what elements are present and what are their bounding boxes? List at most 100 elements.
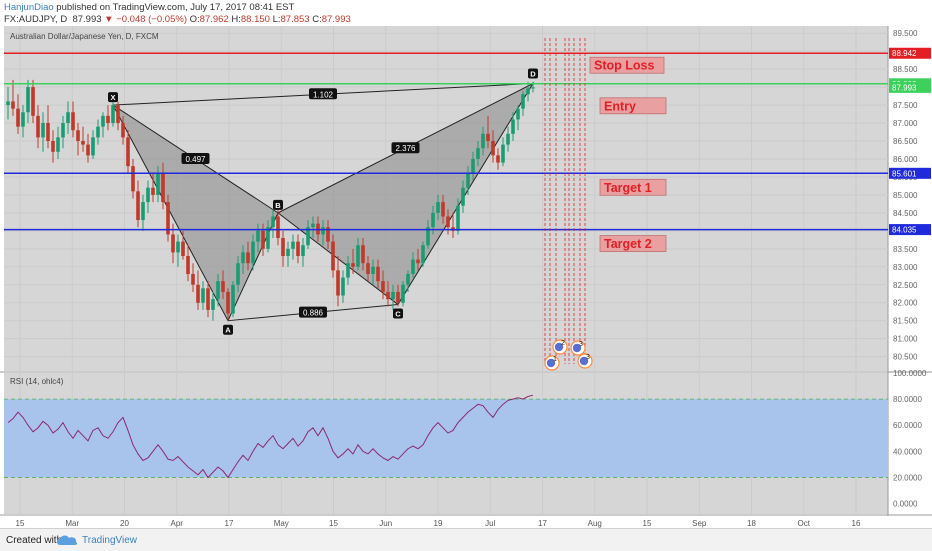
candle-body — [146, 187, 150, 203]
candle-body — [176, 241, 180, 253]
candle-body — [41, 123, 45, 138]
candle-body — [46, 123, 50, 141]
y-tick-label: 84.500 — [893, 209, 918, 218]
candle-body — [256, 230, 260, 242]
candle-body — [516, 108, 520, 120]
pattern-point-box — [108, 92, 118, 103]
event-icon-flag — [579, 356, 589, 366]
candle-body — [281, 238, 285, 256]
y-tick-label: 83.500 — [893, 245, 918, 254]
y-tick-label: 89.500 — [893, 29, 918, 38]
ratio-box — [309, 88, 337, 100]
candle-body — [156, 173, 160, 195]
candle-body — [26, 87, 30, 113]
event-icon-count: 3 — [579, 341, 583, 348]
rsi-y-tick-label: 80.0000 — [893, 395, 922, 404]
l-label: L: — [272, 14, 281, 25]
candle-body — [191, 273, 195, 285]
tradingview-cloud-icon — [57, 535, 78, 545]
candle-body — [211, 299, 215, 310]
candle-body — [501, 144, 505, 163]
candle-body — [201, 288, 205, 303]
y-tick-label: 86.000 — [893, 155, 918, 164]
candle-body — [356, 245, 360, 267]
y-tick-label: 88.500 — [893, 65, 918, 74]
candle-body — [261, 230, 265, 249]
level-label: Stop Loss — [594, 59, 654, 73]
y-tick-label: 80.500 — [893, 353, 918, 362]
x-tick-label: 18 — [747, 519, 756, 528]
tradingview-brand[interactable]: TradingView — [82, 535, 138, 546]
ratio-box — [299, 306, 327, 318]
x-tick-label: Jun — [379, 519, 392, 528]
candle-body — [51, 141, 55, 152]
candle-body — [21, 112, 25, 127]
candle-body — [511, 119, 515, 134]
pattern-point-label: X — [110, 93, 115, 102]
author-link[interactable]: HanjunDiao — [4, 2, 54, 13]
candle-body — [81, 141, 85, 145]
candle-body — [101, 115, 105, 127]
price-flag-label: 88.942 — [892, 49, 917, 58]
candle-body — [456, 205, 460, 231]
candle-body — [236, 263, 240, 285]
candle-body — [166, 202, 170, 235]
candle-body — [366, 263, 370, 274]
candle-body — [386, 291, 390, 300]
candle-body — [406, 273, 410, 285]
candle-body — [396, 291, 400, 303]
candle-body — [266, 227, 270, 249]
candle-body — [216, 281, 220, 300]
candle-body — [181, 241, 185, 256]
event-icon-count: 3 — [586, 354, 590, 361]
candle-body — [371, 266, 375, 274]
event-icon-count: 2 — [561, 340, 565, 347]
price-flag — [889, 224, 931, 236]
event-icon-flag — [572, 343, 582, 353]
rsi-y-tick-label: 60.0000 — [893, 421, 922, 430]
candle-body — [136, 191, 140, 221]
rsi-y-tick-label: 20.0000 — [893, 473, 922, 482]
y-tick-label: 82.500 — [893, 281, 918, 290]
y-tick-label: 81.000 — [893, 335, 918, 344]
candle-body — [66, 112, 70, 124]
candle-body — [311, 223, 315, 228]
chart-area[interactable]: 89.50089.00088.50088.00087.50087.00086.5… — [0, 26, 932, 528]
candle-body — [431, 212, 435, 228]
candle-body — [481, 133, 485, 149]
candle-body — [131, 166, 135, 192]
candle-body — [506, 133, 510, 145]
y-tick-label: 81.500 — [893, 317, 918, 326]
candle-body — [426, 227, 430, 246]
candle-body — [11, 101, 15, 109]
candle-body — [381, 281, 385, 292]
ratio-label: 2.376 — [395, 144, 416, 153]
candle-body — [141, 202, 145, 221]
close-value: 87.993 — [321, 14, 351, 25]
candle-body — [286, 248, 290, 256]
candle-body — [341, 277, 345, 296]
candle-body — [476, 148, 480, 159]
publish-text: published on TradingView.com, July 17, 2… — [56, 2, 295, 13]
x-tick-label: 15 — [329, 519, 338, 528]
candle-body — [161, 173, 165, 203]
y-tick-label: 87.000 — [893, 119, 918, 128]
x-tick-label: 17 — [538, 519, 547, 528]
x-tick-label: Apr — [171, 519, 184, 528]
candle-body — [331, 241, 335, 271]
rsi-y-tick-label: 100.0000 — [893, 369, 927, 378]
price-flag-label: 87.993 — [892, 83, 917, 92]
x-tick-label: Oct — [798, 519, 811, 528]
candle-body — [91, 137, 95, 156]
last-price: 87.993 — [72, 14, 102, 25]
candle-body — [6, 101, 10, 106]
y-tick-label: 86.500 — [893, 137, 918, 146]
candle-body — [171, 234, 175, 253]
candle-body — [401, 284, 405, 303]
high-value: 88.150 — [240, 14, 270, 25]
x-tick-label: Sep — [692, 519, 707, 528]
candle-body — [61, 123, 65, 138]
event-icon-flag — [554, 342, 564, 352]
x-tick-label: 20 — [120, 519, 129, 528]
level-label: Target 1 — [604, 181, 652, 195]
